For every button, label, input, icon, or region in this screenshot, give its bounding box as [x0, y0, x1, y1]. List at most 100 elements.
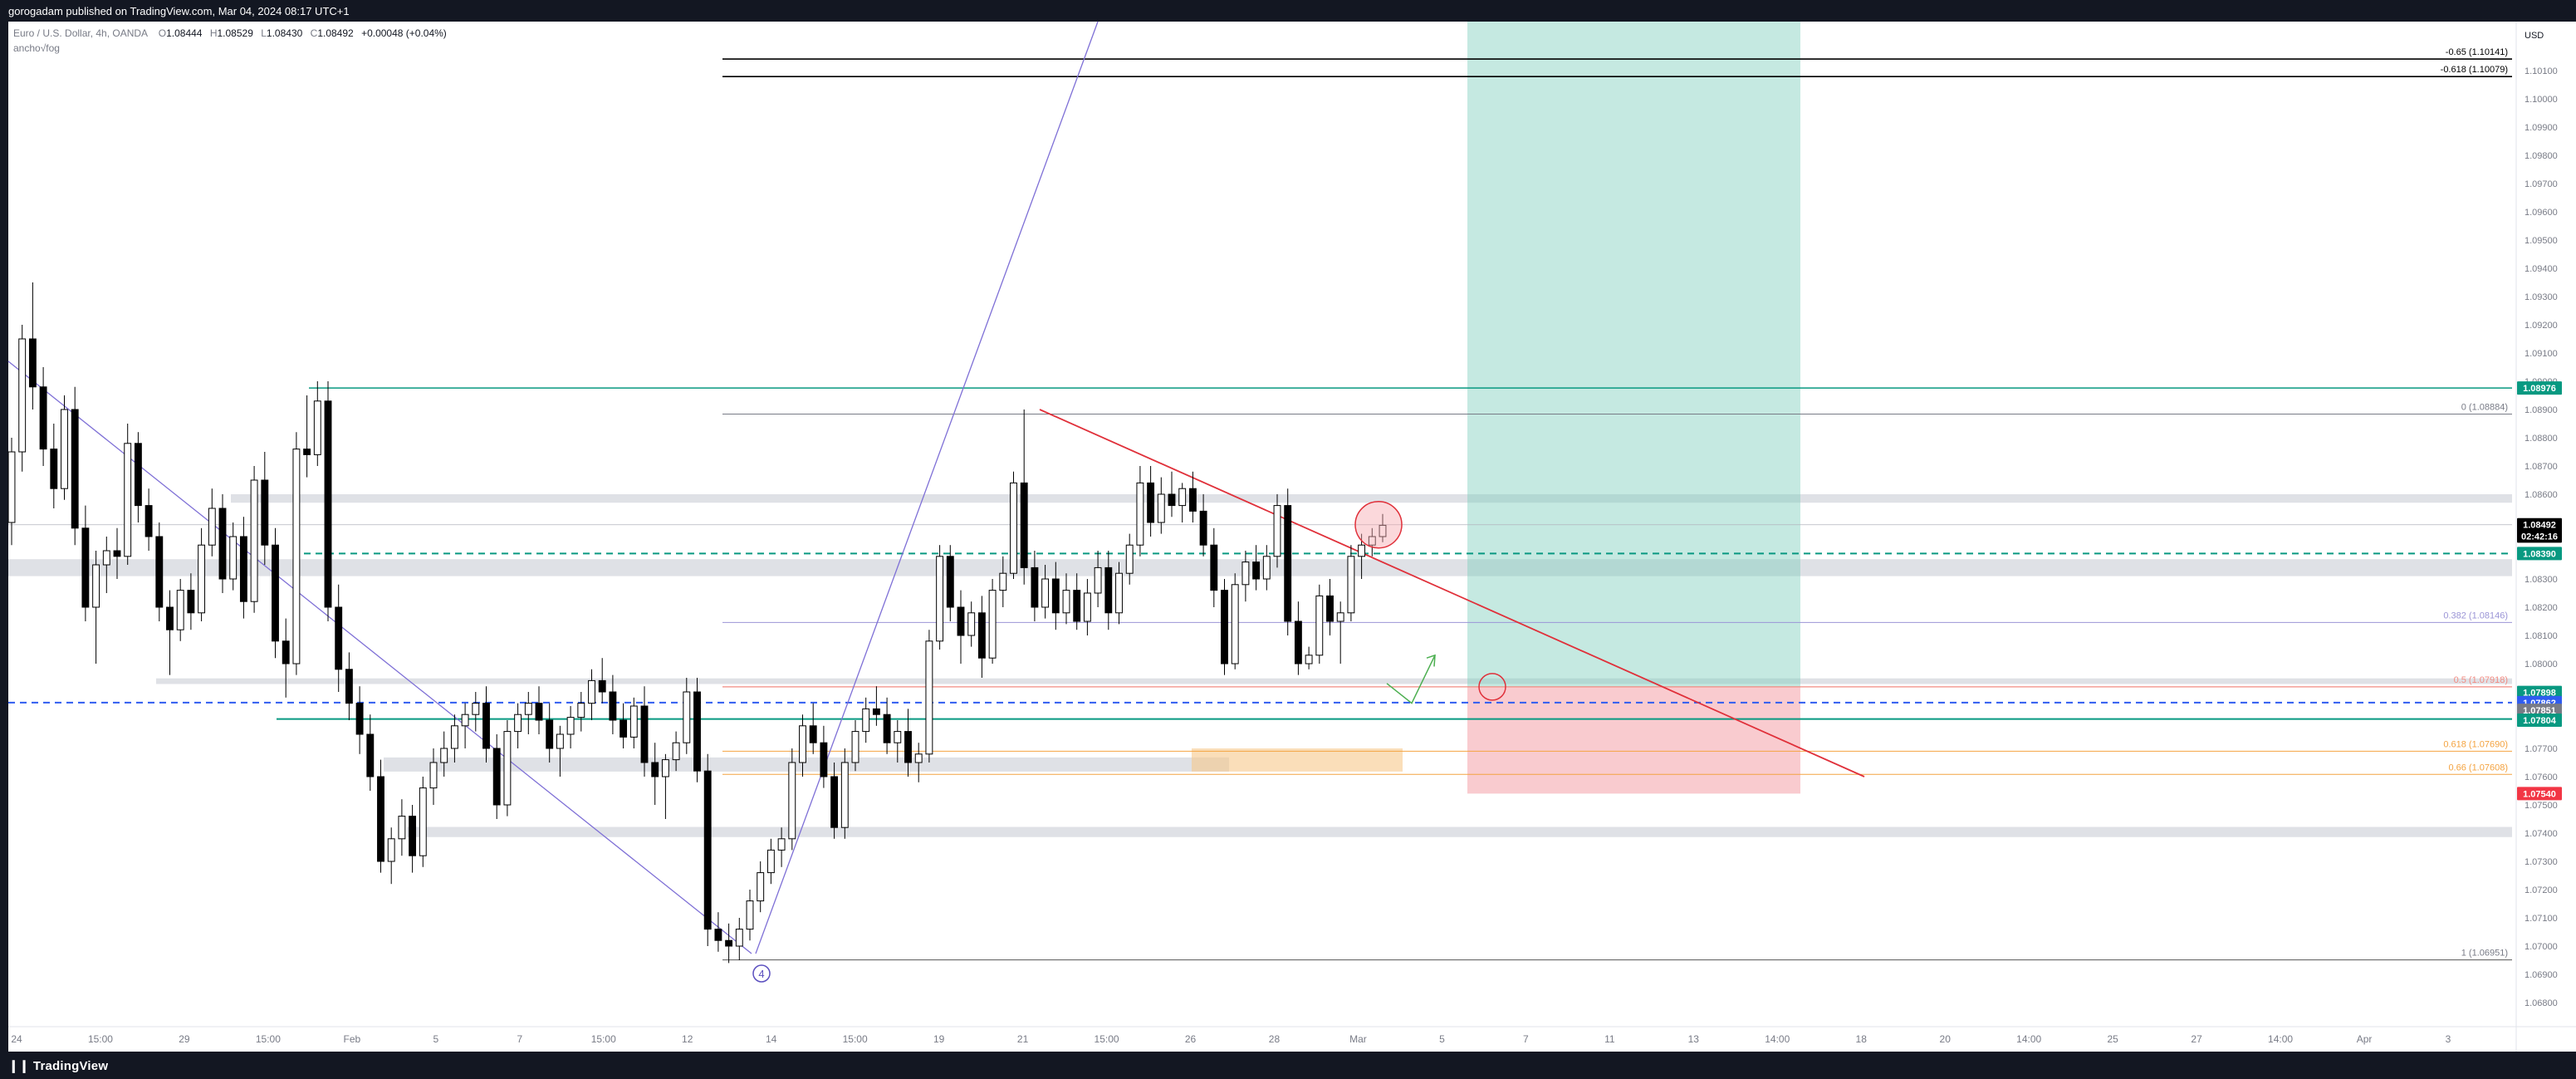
candle — [946, 545, 954, 621]
wave-label: 4 — [758, 968, 764, 980]
candle — [609, 674, 617, 734]
candle — [894, 720, 902, 763]
candle — [746, 890, 754, 941]
candle — [693, 678, 701, 782]
x-tick-label: 26 — [1185, 1033, 1197, 1045]
candle — [1379, 513, 1387, 542]
candle — [925, 630, 933, 763]
y-tick-label: 1.09900 — [2525, 123, 2558, 133]
fib-label: 0.382 (1.08146) — [2443, 611, 2508, 620]
candle — [1041, 565, 1050, 619]
candle — [1347, 545, 1355, 621]
candle — [1252, 545, 1261, 591]
drawings-layer — [7, 21, 2512, 961]
fib-label: 0.618 (1.07690) — [2443, 739, 2508, 749]
candle — [1051, 562, 1060, 630]
published-text: gorogadam published on TradingView.com, … — [8, 5, 350, 17]
price-label: 1.07898 — [2517, 685, 2562, 699]
x-tick-label: 11 — [1604, 1033, 1615, 1045]
candle — [398, 799, 406, 856]
x-tick-label: 15:00 — [256, 1033, 281, 1045]
descending-trendline — [1039, 409, 1865, 777]
candle — [1125, 533, 1134, 585]
price-label: 1.07804 — [2517, 714, 2562, 727]
ohlc-legend: Euro / U.S. Dollar, 4h, OANDA O1.08444 H… — [13, 27, 447, 54]
time-axis[interactable]: 24 15:00 29 15:00 Feb 5 7 15:00 12 14 15:00 19 21 15:… — [11, 1033, 2451, 1045]
stop-zone — [1467, 686, 1800, 794]
candle — [81, 505, 90, 621]
x-tick-label: 27 — [2191, 1033, 2202, 1045]
candle — [809, 703, 817, 754]
y-tick-label: 1.09100 — [2525, 349, 2558, 359]
candle — [661, 753, 669, 819]
y-tick-label: 1.10100 — [2525, 66, 2558, 76]
candle — [735, 918, 743, 960]
price-label: 1.08492 — [2517, 517, 2562, 532]
x-tick-label: 28 — [1269, 1033, 1281, 1045]
low-value: 1.08430 — [267, 27, 303, 39]
candle — [250, 466, 258, 613]
candle — [324, 381, 332, 621]
fib-label: 0.66 (1.07608) — [2448, 763, 2508, 772]
candle — [1188, 471, 1197, 522]
x-tick-label: 15:00 — [843, 1033, 868, 1045]
target-zone — [1467, 22, 1800, 687]
candle — [345, 652, 353, 720]
candle — [830, 763, 839, 839]
candle — [313, 381, 321, 466]
svg-text:1.07804: 1.07804 — [2523, 716, 2557, 726]
currency-label[interactable]: USD — [2525, 31, 2544, 41]
candle — [113, 527, 121, 579]
fib-labels-layer: -0.65 (1.10141) -0.618 (1.10079) 0 (1.0888… — [2441, 47, 2508, 959]
candle — [450, 714, 458, 763]
candle — [556, 725, 564, 777]
candle — [757, 861, 765, 913]
y-tick-label: 1.10000 — [2525, 95, 2558, 105]
open-value: 1.08444 — [166, 27, 203, 39]
candle — [218, 494, 227, 593]
candle — [914, 743, 923, 782]
candle — [229, 522, 238, 591]
candle — [1305, 646, 1313, 669]
candle — [651, 743, 659, 805]
y-tick-label: 1.07700 — [2525, 744, 2558, 754]
y-tick-label: 1.07600 — [2525, 772, 2558, 782]
y-tick-label: 1.06800 — [2525, 998, 2558, 1008]
candle — [387, 827, 395, 885]
y-tick-label: 1.09500 — [2525, 236, 2558, 246]
candle — [155, 522, 164, 621]
candle — [872, 686, 880, 726]
candle — [39, 367, 47, 466]
tradingview-logo[interactable]: ❙❙ TradingView — [8, 1059, 109, 1073]
candle — [102, 537, 110, 593]
x-tick-label: 21 — [1017, 1033, 1029, 1045]
y-tick-label: 1.09800 — [2525, 151, 2558, 161]
x-tick-label: 14:00 — [1765, 1033, 1790, 1045]
candle — [7, 438, 16, 546]
fib-label: 1 (1.06951) — [2461, 949, 2508, 959]
candle — [598, 658, 606, 704]
candle — [851, 720, 859, 772]
candle — [28, 282, 37, 410]
candle — [61, 395, 68, 500]
candle — [714, 912, 722, 952]
candle — [883, 697, 891, 754]
candle — [503, 720, 512, 817]
x-tick-label: Feb — [344, 1033, 361, 1045]
candle — [566, 706, 575, 748]
candle — [1210, 527, 1218, 607]
candle — [419, 777, 427, 867]
candle — [1221, 579, 1228, 675]
candle — [1083, 579, 1091, 635]
candle — [999, 556, 1007, 607]
x-tick-label: 20 — [1940, 1033, 1952, 1045]
close-value: 1.08492 — [317, 27, 354, 39]
price-label: 1.07540 — [2517, 787, 2562, 801]
x-tick-label: 7 — [1523, 1033, 1529, 1045]
y-tick-label: 1.08600 — [2525, 490, 2558, 500]
x-tick-label: 12 — [682, 1033, 693, 1045]
candle — [524, 692, 532, 734]
candle — [862, 697, 870, 743]
y-tick-label: 1.08200 — [2525, 603, 2558, 613]
